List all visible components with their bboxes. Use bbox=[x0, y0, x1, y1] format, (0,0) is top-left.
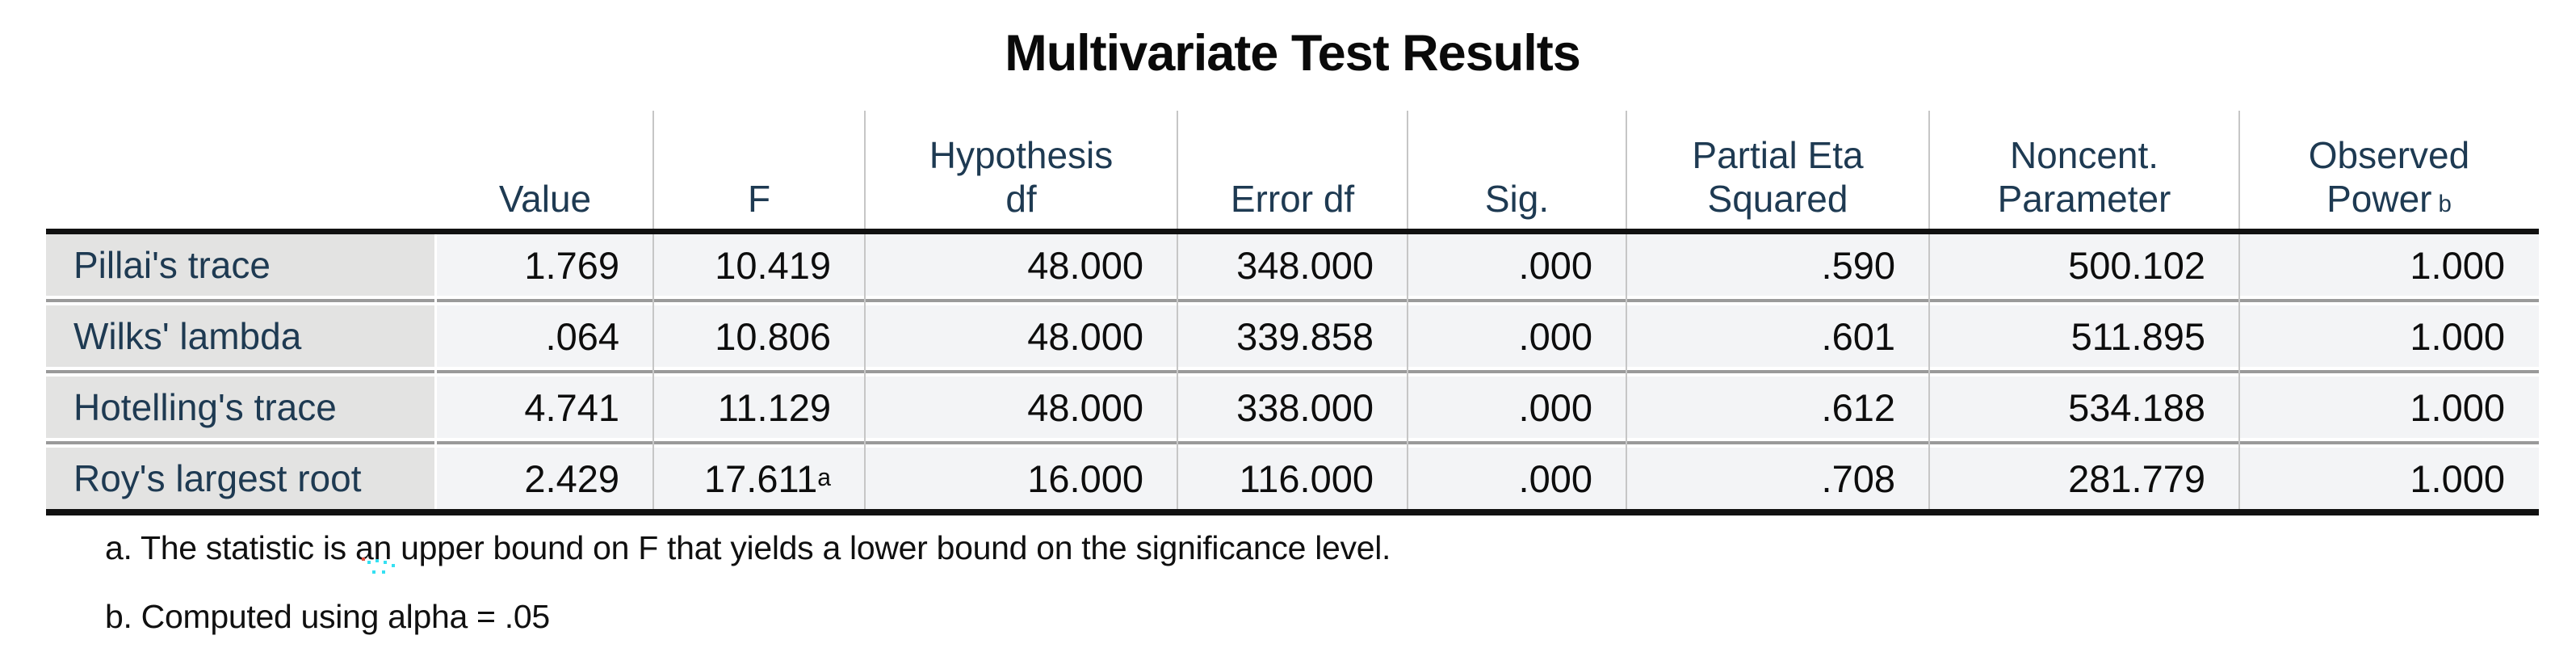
header-label: F bbox=[747, 177, 771, 220]
cell-value: 4.741 bbox=[437, 377, 653, 438]
cell-sig: .000 bbox=[1408, 377, 1626, 438]
cell-error-df: 116.000 bbox=[1177, 448, 1408, 509]
header-cell-sig: Sig. bbox=[1408, 111, 1626, 229]
header-label: Value bbox=[498, 177, 592, 220]
cell-hypothesis-df: 48.000 bbox=[865, 305, 1177, 367]
cell-partial-eta-squared: .612 bbox=[1626, 377, 1929, 438]
cell-observed-power: 1.000 bbox=[2239, 234, 2539, 296]
row-label: Hotelling's trace bbox=[46, 377, 437, 438]
footnote-a: a. The statistic is an upper bound on F … bbox=[105, 529, 1391, 566]
cell-f: 11.129 bbox=[653, 377, 865, 438]
header-cell-hypothesis-df: Hypothesis df bbox=[865, 111, 1177, 229]
header-label: Noncent. Parameter bbox=[1997, 134, 2171, 220]
cell-value: .064 bbox=[437, 305, 653, 367]
header-label: Partial Eta Squared bbox=[1692, 134, 1864, 220]
cell-noncent-parameter: 281.779 bbox=[1929, 448, 2239, 509]
grid-line-vertical bbox=[1928, 111, 1930, 509]
header-label: Error df bbox=[1230, 177, 1355, 220]
cell-observed-power: 1.000 bbox=[2239, 377, 2539, 438]
row-separator bbox=[46, 438, 2539, 448]
cell-sig: .000 bbox=[1408, 305, 1626, 367]
row-label: Pillai's trace bbox=[46, 234, 437, 296]
row-separator-line bbox=[46, 370, 2539, 373]
header-label: Hypothesis df bbox=[929, 134, 1114, 220]
render-artifact bbox=[367, 561, 371, 564]
cell-f: 10.419 bbox=[653, 234, 865, 296]
cell-partial-eta-squared: .708 bbox=[1626, 448, 1929, 509]
grid-line-vertical bbox=[1626, 111, 1627, 509]
grid-line-vertical bbox=[864, 111, 866, 509]
grid-line-vertical bbox=[1407, 111, 1408, 509]
cell-noncent-parameter: 500.102 bbox=[1929, 234, 2239, 296]
row-separator bbox=[46, 367, 2539, 377]
render-artifact-dot bbox=[362, 558, 365, 561]
cell-sig: .000 bbox=[1408, 448, 1626, 509]
cell-value: 2.429 bbox=[437, 448, 653, 509]
grid-line-vertical bbox=[1177, 111, 1178, 509]
grid-line-vertical bbox=[2238, 111, 2240, 509]
footnote-marker-b: b bbox=[2438, 190, 2452, 217]
cell-noncent-parameter: 534.188 bbox=[1929, 377, 2239, 438]
cell-noncent-parameter: 511.895 bbox=[1929, 305, 2239, 367]
header-cell-error-df: Error df bbox=[1177, 111, 1408, 229]
grid-line-vertical bbox=[652, 111, 654, 509]
cell-observed-power: 1.000 bbox=[2239, 448, 2539, 509]
header-label: Sig. bbox=[1484, 177, 1550, 220]
header-label: Observed Power b bbox=[2309, 134, 2469, 221]
cell-error-df: 338.000 bbox=[1177, 377, 1408, 438]
cell-hypothesis-df: 48.000 bbox=[865, 234, 1177, 296]
header-cell-f: F bbox=[653, 111, 865, 229]
cell-f-value: 17.611 bbox=[704, 457, 818, 500]
cell-hypothesis-df: 48.000 bbox=[865, 377, 1177, 438]
header-cell-value: Value bbox=[437, 111, 653, 229]
header-cell-observed-power: Observed Power b bbox=[2239, 111, 2539, 229]
header-label-text: Observed Power bbox=[2308, 134, 2470, 220]
header-cell-noncent-parameter: Noncent. Parameter bbox=[1929, 111, 2239, 229]
row-separator bbox=[46, 296, 2539, 305]
cell-hypothesis-df: 16.000 bbox=[865, 448, 1177, 509]
cell-sig: .000 bbox=[1408, 234, 1626, 296]
table-bottom-border bbox=[46, 509, 2539, 515]
row-label: Wilks' lambda bbox=[46, 305, 437, 367]
row-separator-line bbox=[46, 299, 2539, 302]
cell-partial-eta-squared: .590 bbox=[1626, 234, 1929, 296]
cell-observed-power: 1.000 bbox=[2239, 305, 2539, 367]
header-cell-test bbox=[46, 111, 437, 229]
cell-value: 1.769 bbox=[437, 234, 653, 296]
cell-f: 17.611 a bbox=[653, 448, 865, 509]
header-cell-partial-eta-squared: Partial Eta Squared bbox=[1626, 111, 1929, 229]
header-bottom-border bbox=[46, 229, 2539, 234]
cell-error-df: 348.000 bbox=[1177, 234, 1408, 296]
row-label: Roy's largest root bbox=[46, 448, 437, 509]
label-column-gap bbox=[434, 234, 437, 509]
cell-partial-eta-squared: .601 bbox=[1626, 305, 1929, 367]
footnote-b: b. Computed using alpha = .05 bbox=[105, 598, 550, 635]
cell-error-df: 339.858 bbox=[1177, 305, 1408, 367]
page-title: Multivariate Test Results bbox=[1005, 25, 1581, 82]
row-separator-line bbox=[46, 441, 2539, 444]
cell-f: 10.806 bbox=[653, 305, 865, 367]
